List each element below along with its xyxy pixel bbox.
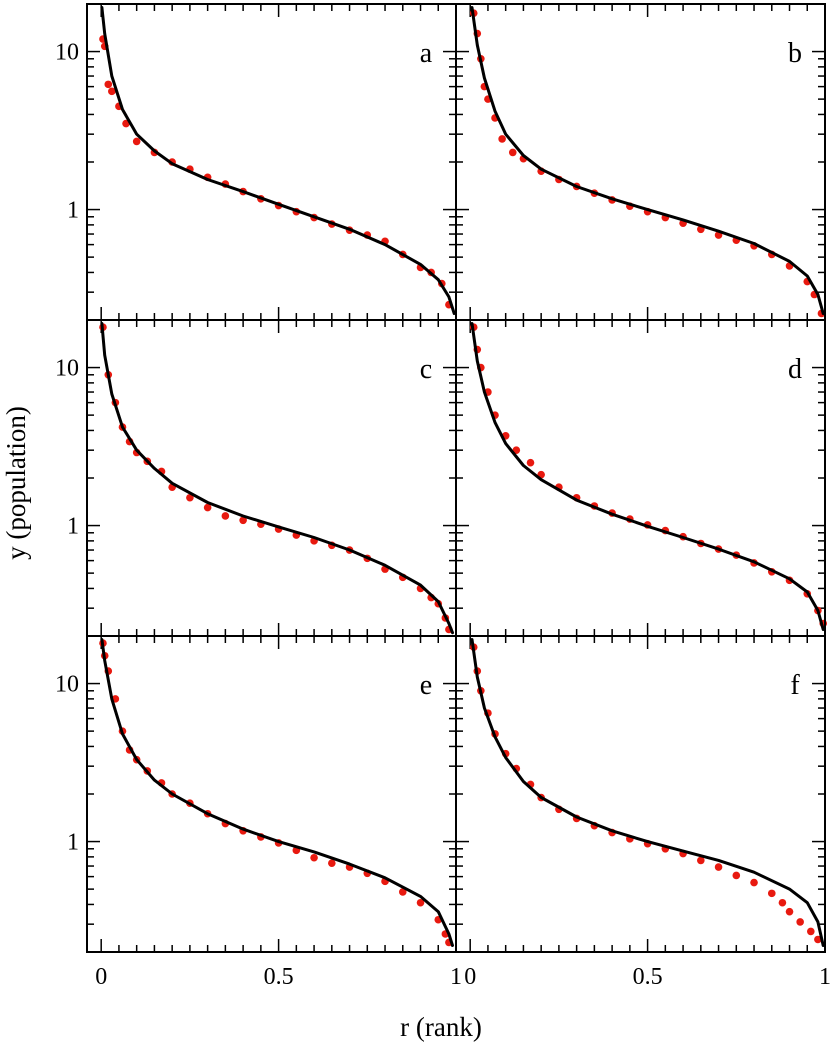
- data-point: [310, 853, 318, 862]
- data-point: [186, 493, 194, 502]
- panel-f: f: [455, 635, 826, 953]
- x-tick-label: 0.5: [633, 964, 663, 990]
- data-point: [498, 135, 506, 143]
- data-point: [104, 80, 113, 89]
- panel-b: b: [455, 3, 826, 321]
- data-point: [714, 863, 723, 871]
- panel-frame: [86, 3, 457, 321]
- y-tick-label: 1: [67, 514, 79, 540]
- data-point: [203, 503, 212, 512]
- fit-curve: [470, 6, 825, 315]
- data-series-d: [469, 323, 828, 628]
- panel-label: a: [420, 38, 433, 69]
- data-series-f: [469, 643, 822, 944]
- data-point: [785, 907, 794, 916]
- data-point: [750, 878, 758, 887]
- panel-a: a: [86, 3, 457, 321]
- panel-label: d: [788, 354, 802, 385]
- data-point: [796, 918, 804, 926]
- y-tick-label: 1: [67, 830, 79, 856]
- fit-curve: [470, 638, 825, 947]
- panel-label: e: [420, 670, 432, 701]
- data-point: [807, 927, 815, 936]
- panel-label: b: [788, 38, 802, 69]
- y-tick-label: 1: [67, 198, 79, 224]
- fit-curve: [470, 322, 825, 631]
- data-point: [398, 888, 407, 896]
- panel-frame: [455, 319, 826, 637]
- data-point: [239, 516, 247, 525]
- data-point: [767, 889, 776, 898]
- fit-curve: [100, 6, 456, 315]
- y-tick-labels: 1 10 1 10 1 10: [55, 40, 79, 856]
- data-series-e: [99, 639, 453, 947]
- panel-frame: [86, 319, 457, 637]
- x-tick-label: 1: [450, 964, 462, 990]
- data-point: [132, 137, 141, 146]
- x-tick-label: 0: [464, 964, 476, 990]
- x-tick-labels: 0 0.5 1 0 0.5 1: [95, 964, 830, 990]
- data-point: [732, 871, 741, 880]
- data-point: [526, 458, 535, 467]
- panel-c: c: [86, 319, 457, 637]
- fit-curve: [100, 322, 454, 635]
- data-point: [221, 512, 230, 520]
- y-axis-label: y (population): [1, 406, 31, 560]
- data-series-b: [469, 9, 826, 318]
- data-point: [814, 935, 822, 944]
- data-point: [697, 856, 705, 865]
- y-tick-label: 10: [55, 356, 79, 382]
- panel-e: e: [86, 635, 457, 953]
- y-tick-label: 10: [55, 40, 79, 66]
- data-series-c: [99, 323, 453, 634]
- panel-frame: [455, 635, 826, 953]
- x-tick-label: 0.5: [264, 964, 294, 990]
- panel-grid: a b c d e f: [86, 3, 828, 953]
- x-tick-label: 0: [95, 964, 107, 990]
- data-point: [416, 898, 425, 907]
- fit-curve: [100, 638, 454, 947]
- x-axis-label: r (rank): [400, 1012, 482, 1042]
- y-tick-label: 10: [55, 672, 79, 698]
- data-series-a: [99, 35, 453, 309]
- panel-d: d: [455, 319, 828, 637]
- data-point: [508, 148, 517, 157]
- panel-frame: [455, 3, 826, 321]
- panel-label: f: [790, 670, 800, 701]
- data-point: [778, 898, 787, 907]
- panel-label: c: [420, 354, 432, 385]
- panel-frame: [86, 635, 457, 953]
- x-tick-label: 1: [819, 964, 830, 990]
- data-point: [108, 87, 116, 96]
- data-point: [328, 859, 336, 867]
